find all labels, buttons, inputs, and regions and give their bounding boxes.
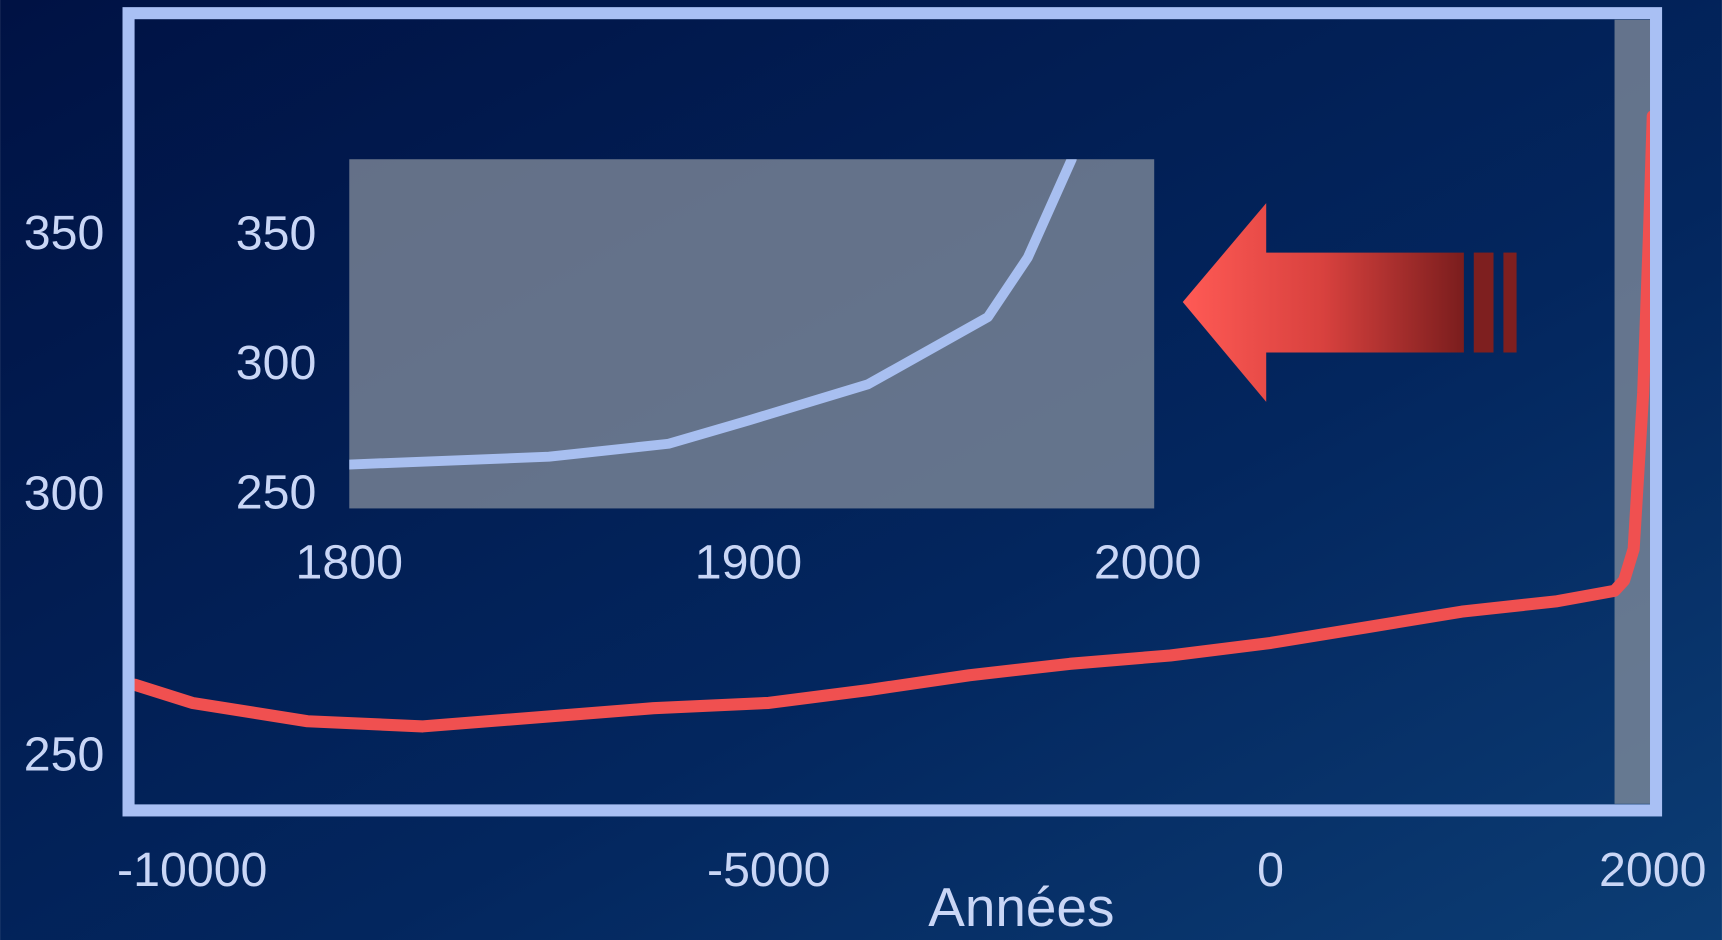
- inset-line-group: [349, 159, 1077, 470]
- x-tick-label: 1800: [296, 535, 403, 589]
- plot-frame: [122, 7, 1663, 817]
- zoom-arrow: [1182, 203, 1517, 402]
- arrow-stripe: [1473, 252, 1494, 353]
- y-tick-label: 250: [236, 465, 317, 519]
- arrow-stripe: [1503, 252, 1517, 353]
- inset-plot: 1800 1900 2000 250 300 350: [236, 159, 1201, 589]
- y-tick-label: 300: [236, 336, 317, 390]
- main-plot: [128, 19, 1659, 804]
- x-tick-label: -10000: [117, 843, 267, 897]
- data-line: [128, 110, 1659, 733]
- arrow-body: [1182, 203, 1464, 402]
- x-tick-label: -5000: [707, 843, 831, 897]
- x-tick-label: 1900: [695, 535, 802, 589]
- data-line: [349, 159, 1077, 470]
- inset-background: [349, 159, 1155, 509]
- x-tick-label: 2000: [1094, 535, 1201, 589]
- x-axis-label: Années: [928, 876, 1114, 938]
- y-tick-label: 350: [24, 206, 105, 260]
- y-tick-label: 350: [236, 207, 317, 261]
- y-tick-label: 300: [24, 467, 105, 521]
- y-tick-label: 250: [24, 727, 105, 781]
- x-tick-label: 2000: [1599, 843, 1706, 897]
- x-tick-label: 0: [1257, 843, 1284, 897]
